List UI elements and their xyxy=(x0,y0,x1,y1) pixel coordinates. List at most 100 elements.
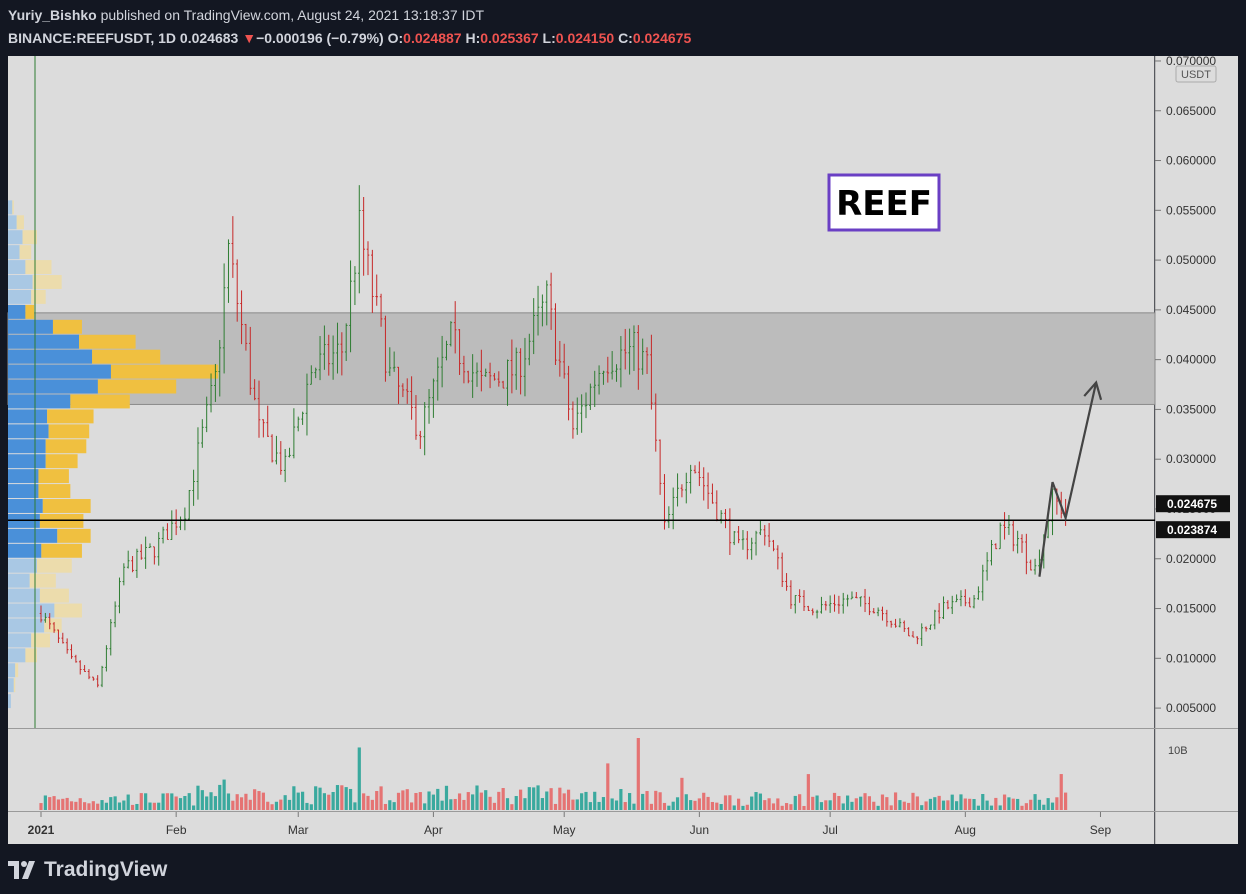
volume-bar xyxy=(636,738,640,810)
volume-bar xyxy=(401,790,405,810)
price-tick-label: 0.030000 xyxy=(1166,452,1216,466)
volume-bar xyxy=(614,800,619,810)
volume-bar xyxy=(776,798,780,810)
volume-bar xyxy=(898,800,902,810)
volume-bar xyxy=(959,794,963,810)
close-label: C: xyxy=(618,30,633,46)
tradingview-logo-icon xyxy=(8,861,35,879)
volume-bar xyxy=(645,791,649,810)
volume-bar xyxy=(248,799,252,810)
volume-bar xyxy=(348,788,353,810)
volume-bar xyxy=(296,792,300,810)
volume-profile-up-row xyxy=(8,454,46,469)
volume-bar xyxy=(510,804,514,810)
reef-label[interactable]: REEF xyxy=(827,173,941,232)
volume-bar xyxy=(218,784,222,810)
publish-info: Yuriy_Bishko published on TradingView.co… xyxy=(8,7,484,23)
volume-bar xyxy=(915,796,919,810)
volume-bar xyxy=(811,796,815,810)
volume-bar xyxy=(920,805,924,810)
author-name[interactable]: Yuriy_Bishko xyxy=(8,7,97,23)
ohlc-legend: BINANCE:REEFUSDT, 1D 0.024683 ▼−0.000196… xyxy=(8,30,691,46)
volume-bar xyxy=(880,794,885,810)
volume-bar xyxy=(418,792,422,810)
volume-bar xyxy=(492,802,497,810)
volume-bar xyxy=(318,787,322,810)
volume-profile-down-row xyxy=(16,215,24,230)
volume-bar xyxy=(475,785,479,810)
low-value: 0.024150 xyxy=(555,30,615,46)
projection-arrow[interactable] xyxy=(1038,382,1098,577)
volume-bar xyxy=(91,801,95,810)
down-arrow-icon: ▼ xyxy=(242,30,257,46)
volume-bar xyxy=(187,793,191,810)
volume-bar xyxy=(174,796,178,810)
open-label: O: xyxy=(387,30,404,46)
high-label: H: xyxy=(465,30,481,46)
volume-bars xyxy=(39,738,1068,810)
volume-bar xyxy=(628,793,632,810)
volume-bar xyxy=(135,803,139,810)
volume-bar xyxy=(209,792,213,810)
volume-bar xyxy=(56,799,61,810)
chart-title: REEF xyxy=(836,184,932,224)
volume-bar xyxy=(457,793,462,810)
volume-bar xyxy=(270,804,274,810)
volume-bar xyxy=(527,787,531,810)
volume-bar xyxy=(911,792,915,810)
last-price: 0.024683 xyxy=(179,30,239,46)
volume-profile-down-row xyxy=(12,200,14,215)
volume-bar xyxy=(423,803,427,810)
volume-bar xyxy=(684,794,688,810)
volume-bar xyxy=(545,791,549,810)
last-price-tag-label: 0.024675 xyxy=(1167,497,1217,511)
volume-bar xyxy=(327,794,331,810)
price-tick-label: 0.065000 xyxy=(1166,104,1216,118)
volume-bar xyxy=(854,798,858,810)
volume-bar xyxy=(235,794,239,810)
volume-bar xyxy=(362,793,366,810)
volume-profile-up-row xyxy=(8,379,98,394)
currency-badge[interactable] xyxy=(1175,65,1217,83)
volume-profile-up-row xyxy=(8,694,11,709)
volume-bar xyxy=(122,800,126,810)
volume-bar xyxy=(662,802,667,810)
close-value: 0.024675 xyxy=(632,30,692,46)
volume-bar xyxy=(763,800,767,810)
volume-profile-up-row xyxy=(8,394,71,409)
volume-bar xyxy=(1029,799,1033,810)
price-axis[interactable] xyxy=(1155,56,1238,844)
volume-bar xyxy=(675,797,680,810)
volume-profile-down-row xyxy=(41,543,82,558)
volume-bar xyxy=(514,796,518,810)
volume-bar xyxy=(113,796,117,810)
volume-bar xyxy=(414,793,418,810)
volume-bar xyxy=(152,802,156,810)
volume-bar xyxy=(837,796,841,810)
volume-bar xyxy=(501,788,505,810)
volume-bar xyxy=(471,794,475,810)
volume-bar xyxy=(680,777,684,810)
volume-bar xyxy=(667,805,671,810)
volume-bar xyxy=(396,792,401,810)
volume-bar xyxy=(261,792,265,810)
volume-bar xyxy=(1064,792,1068,810)
volume-bar xyxy=(558,787,562,810)
volume-bar xyxy=(322,793,326,810)
volume-bar xyxy=(889,805,893,810)
tradingview-logo[interactable]: TradingView xyxy=(8,858,167,882)
volume-bar xyxy=(601,797,606,810)
time-axis[interactable] xyxy=(8,812,1154,844)
price-tick-label: 0.040000 xyxy=(1166,353,1216,367)
volume-bar xyxy=(553,803,558,810)
volume-profile-up-row xyxy=(8,245,20,260)
volume-bar xyxy=(213,796,217,810)
volume-bar xyxy=(566,789,571,810)
volume-bar xyxy=(74,801,78,810)
volume-bar xyxy=(340,785,344,810)
volume-bar xyxy=(562,793,566,810)
volume-bar xyxy=(972,799,976,810)
volume-bar xyxy=(309,804,313,810)
volume-bar xyxy=(976,805,980,810)
